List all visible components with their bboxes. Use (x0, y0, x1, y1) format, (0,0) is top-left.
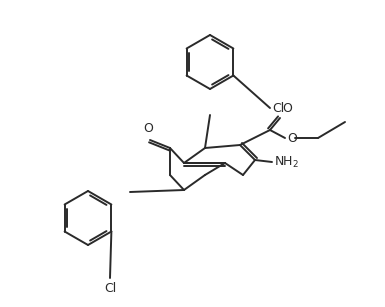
Text: NH$_2$: NH$_2$ (274, 154, 299, 169)
Text: O: O (143, 122, 153, 135)
Text: O: O (287, 131, 297, 145)
Text: Cl: Cl (272, 102, 284, 115)
Text: O: O (282, 102, 292, 115)
Text: Cl: Cl (104, 282, 116, 295)
